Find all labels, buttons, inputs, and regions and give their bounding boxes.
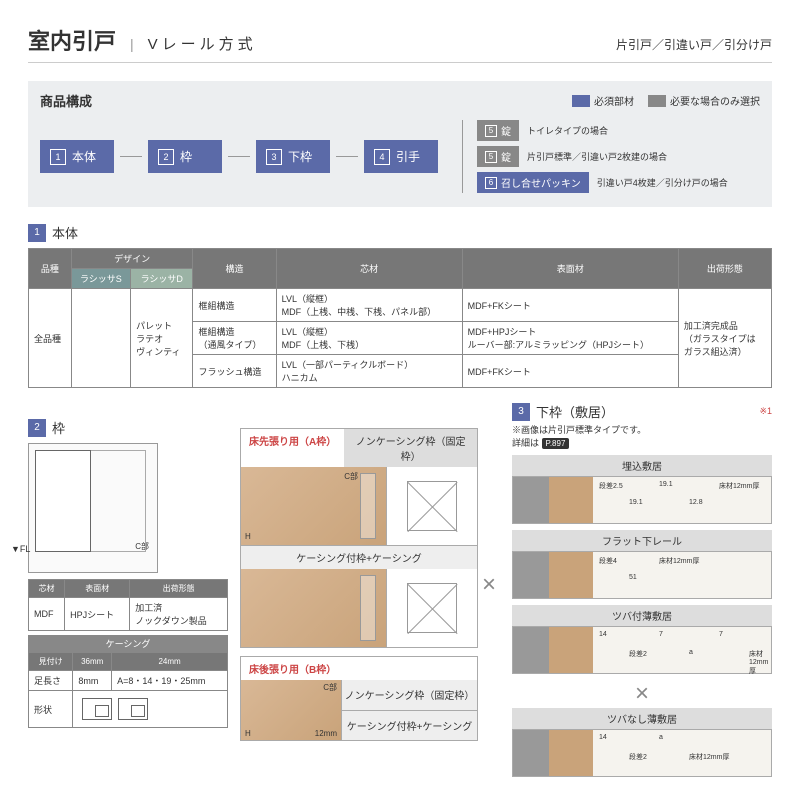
sill-name: ツバ付薄敷居	[512, 605, 772, 626]
section-3-title: 下枠（敷居）	[536, 402, 614, 421]
sill-name: フラット下レール	[512, 530, 772, 551]
flow-step-1: 1本体	[40, 140, 114, 173]
page-subtitle: Vレール方式	[148, 33, 257, 54]
swatch-optional-icon	[648, 95, 666, 107]
sill-block: 埋込敷居 段差2.519.119.112.8床材12mm厚	[512, 455, 772, 524]
flow-branches: 5錠トイレタイプの場合 5錠片引戸標準／引違い戸2枚建の場合 6召し合せパッキン…	[462, 120, 728, 193]
flow-step-4: 4引手	[364, 140, 438, 173]
sill-photo	[513, 627, 593, 673]
b-frame-block: 床後張り用（B枠） C部H12mm ノンケーシング枠（固定枠）ケーシング付枠+ケ…	[240, 656, 478, 741]
sill-diagram: 段差2.519.119.112.8床材12mm厚	[593, 477, 771, 523]
branch-packing: 6召し合せパッキン	[477, 172, 589, 193]
sill-diagram: 14段差2a床材12mm厚	[593, 730, 771, 776]
frame-photo	[241, 569, 387, 647]
sill-photo	[513, 552, 593, 598]
sill-name: 埋込敷居	[512, 455, 772, 476]
multiply-icon: ×	[478, 571, 500, 599]
section-1-head: 1 本体	[28, 223, 772, 242]
cross-section-icon	[407, 481, 457, 531]
section-2-title: 枠	[52, 418, 65, 437]
flow-step-3: 3下枠	[256, 140, 330, 173]
frame-material-table: 芯材表面材出荷形態 MDFHPJシート加工済 ノックダウン製品	[28, 579, 228, 631]
multiply-icon: ×	[512, 680, 772, 708]
branch-lock-2: 5錠	[477, 146, 519, 167]
legend-optional: 必要な場合のみ選択	[670, 93, 760, 108]
frame-photo: C部H12mm	[241, 680, 341, 740]
sill-photo	[513, 730, 593, 776]
sill-block: フラット下レール 段差451床材12mm厚	[512, 530, 772, 599]
header-variants: 片引戸／引違い戸／引分け戸	[616, 36, 772, 53]
section-2-column: 2枠 ▼FL C部 芯材表面材出荷形態 MDFHPJシート加工済 ノックダウン製…	[28, 402, 228, 728]
section-3-column: 3下枠（敷居） ※1 ※画像は片引戸標準タイプです。詳細は P.897 埋込敷居…	[512, 402, 772, 783]
section-1-title: 本体	[52, 223, 78, 242]
branch-lock-1: 5錠	[477, 120, 519, 141]
page-title: 室内引戸	[28, 24, 116, 56]
section-3-note: ※画像は片引戸標準タイプです。詳細は P.897	[512, 423, 772, 449]
sill-photo	[513, 477, 593, 523]
sill-block: ツバなし薄敷居 14段差2a床材12mm厚	[512, 708, 772, 777]
sill-block: ツバ付薄敷居 14段差27a7床材12mm厚	[512, 605, 772, 674]
frame-options-column: 床先張り用（A枠）ノンケーシング枠（固定枠） C部H ケーシング付枠+ケーシング…	[240, 402, 500, 741]
legend-required: 必須部材	[594, 93, 634, 108]
casing-header: ケーシング	[28, 635, 228, 652]
sill-diagram: 14段差27a7床材12mm厚	[593, 627, 771, 673]
legend: 必須部材 必要な場合のみ選択	[572, 93, 760, 108]
a-frame-block: 床先張り用（A枠）ノンケーシング枠（固定枠） C部H ケーシング付枠+ケーシング	[240, 428, 478, 648]
casing-table: 見付け36mm24mm 足長さ8mmA=8・14・19・25mm 形状	[28, 652, 228, 728]
sill-diagram: 段差451床材12mm厚	[593, 552, 771, 598]
composition-panel: 商品構成 必須部材 必要な場合のみ選択 1本体 2枠 3下枠 4引手 5錠トイレ…	[28, 81, 772, 207]
page-header: 室内引戸 | Vレール方式 片引戸／引違い戸／引分け戸	[28, 24, 772, 63]
door-elevation-diagram: ▼FL C部	[28, 443, 158, 573]
shape-icon	[118, 698, 148, 720]
swatch-required-icon	[572, 95, 590, 107]
frame-photo: C部H	[241, 467, 387, 545]
table-body-spec: 品種 デザイン 構造 芯材 表面材 出荷形態 ラシッサSラシッサD 全品種 パレ…	[28, 248, 772, 388]
shape-icon	[82, 698, 112, 720]
composition-title: 商品構成	[40, 91, 92, 110]
sill-name: ツバなし薄敷居	[512, 708, 772, 729]
divider: |	[130, 36, 134, 52]
flow-diagram: 1本体 2枠 3下枠 4引手 5錠トイレタイプの場合 5錠片引戸標準／引違い戸2…	[40, 120, 760, 193]
flow-step-2: 2枠	[148, 140, 222, 173]
cross-section-icon	[407, 583, 457, 633]
